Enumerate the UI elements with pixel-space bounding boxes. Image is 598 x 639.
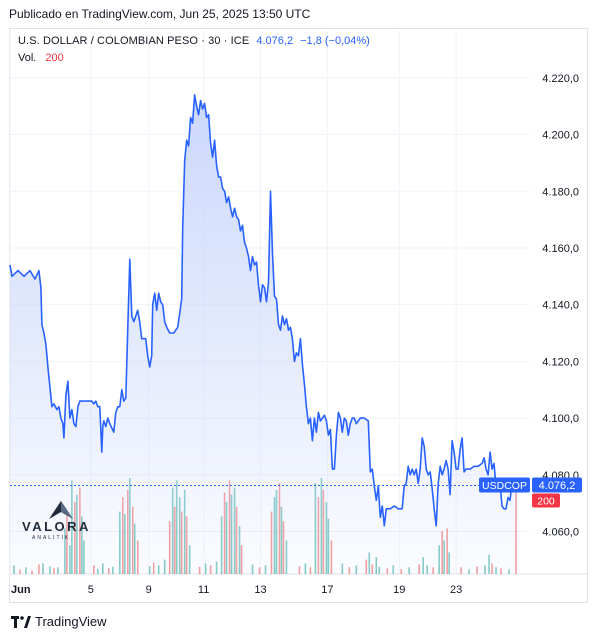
volume-tag-text: 200 <box>537 496 555 508</box>
x-tick-label: 11 <box>198 584 209 596</box>
y-tick-label: 4.220,0 <box>542 73 579 85</box>
last-value: 4.076,2 <box>256 35 294 47</box>
change-value: −1,8 (−0,04%) <box>300 35 370 47</box>
x-tick-label: 5 <box>88 584 94 596</box>
volume-value: 200 <box>45 52 64 64</box>
price-area <box>10 94 518 575</box>
symbol-tag <box>479 477 530 493</box>
price-tag-text: 4.076,2 <box>539 480 576 492</box>
y-tick-label: 4.120,0 <box>542 356 579 368</box>
y-tick-label: 4.180,0 <box>542 186 579 198</box>
tradingview-logo-icon <box>11 615 31 628</box>
symbol-label: U.S. DOLLAR / COLOMBIAN PESO · 30 · ICE <box>18 35 250 47</box>
y-tick-label: 4.100,0 <box>542 413 579 425</box>
price-line <box>9 94 519 527</box>
volume-legend: Vol. 200 <box>18 52 64 64</box>
y-tick-label: 4.140,0 <box>542 300 579 312</box>
published-caption: Publicado en TradingView.com, Jun 25, 20… <box>9 7 311 21</box>
x-tick-label: 9 <box>146 584 152 596</box>
x-axis: Jun 5 9 11 13 17 19 23 <box>11 584 462 596</box>
watermark-sub: ANALITIK <box>32 535 71 541</box>
y-tick-label: 4.200,0 <box>542 130 579 142</box>
y-tick-label: 4.060,0 <box>542 526 579 538</box>
volume-tag <box>532 493 560 508</box>
x-tick-label: 23 <box>450 584 462 596</box>
watermark-logo: VALORA ANALITIK <box>22 497 102 547</box>
x-tick-label: 13 <box>254 584 266 596</box>
x-tick-label: 17 <box>321 584 333 596</box>
valora-mark-icon <box>49 501 73 519</box>
y-axis: 4.060,04.080,04.100,04.120,04.140,04.160… <box>542 73 579 539</box>
y-tick-label: 4.160,0 <box>542 243 579 255</box>
footer-brand: TradingView <box>35 614 107 629</box>
footer[interactable]: TradingView <box>11 614 107 629</box>
price-tags: USDCOP 4.076,2 200 <box>479 477 582 508</box>
chart-legend: U.S. DOLLAR / COLOMBIAN PESO · 30 · ICE … <box>18 35 370 47</box>
x-tick-label: Jun <box>11 584 31 596</box>
volume-label: Vol. <box>18 52 37 64</box>
symbol-tag-text: USDCOP <box>482 480 527 492</box>
watermark-name: VALORA <box>22 519 91 534</box>
x-tick-label: 19 <box>393 584 405 596</box>
price-tag <box>532 477 582 493</box>
